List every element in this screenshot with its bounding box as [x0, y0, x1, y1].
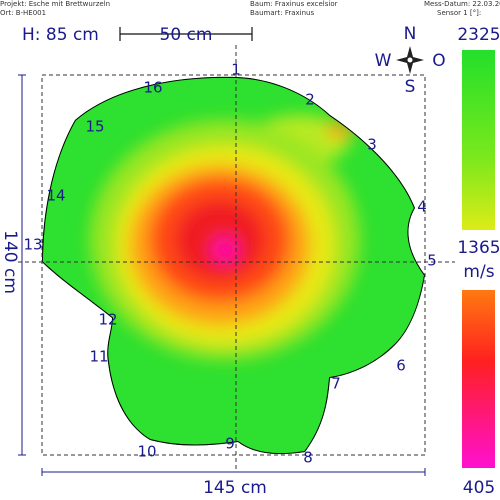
sensor-label: 10	[137, 443, 156, 461]
sensor-label: 6	[396, 357, 406, 375]
sensor-label: 5	[427, 252, 437, 270]
dimension-lines	[18, 74, 426, 476]
sensor-label: 4	[417, 198, 427, 216]
scale-unit: m/s	[463, 262, 494, 282]
scale-min: 405	[463, 478, 495, 498]
sensor-label: 7	[331, 375, 341, 393]
scale-bar-label: 50 cm	[160, 25, 213, 45]
species: Baumart: Fraxinus	[250, 9, 314, 17]
sensor-label: 1	[231, 61, 241, 79]
compass-s: S	[405, 77, 416, 97]
sensor-label: 11	[89, 348, 108, 366]
height-label: H: 85 cm	[22, 25, 99, 45]
compass-n: N	[404, 24, 417, 44]
project: Projekt: Esche mit Brettwurzeln	[0, 0, 110, 8]
scale-bar	[119, 27, 253, 41]
location: Ort: B-HE001	[0, 9, 46, 17]
height-dimension: 140 cm	[0, 230, 20, 294]
color-scale-upper	[462, 50, 495, 230]
sensor-label: 15	[85, 118, 104, 136]
compass	[396, 46, 424, 74]
sensor-label: 12	[98, 311, 117, 329]
width-dimension: 145 cm	[203, 478, 267, 498]
compass-o: O	[432, 51, 445, 71]
tomogram	[42, 76, 425, 455]
sensor-label: 8	[303, 449, 313, 467]
date: Mess-Datum: 22.03.202	[424, 0, 500, 8]
sensor-label: 14	[46, 187, 65, 205]
sensor-label: 9	[225, 435, 235, 453]
sensor-info: Sensor 1 [°]:	[437, 9, 481, 17]
compass-w: W	[375, 51, 392, 71]
tree: Baum: Fraxinus excelsior	[250, 0, 338, 8]
sensor-label: 3	[367, 136, 377, 154]
color-scale-lower	[462, 290, 495, 468]
guides	[18, 45, 455, 472]
sensor-label: 13	[23, 236, 42, 254]
sensor-label: 16	[143, 79, 162, 97]
scale-mid: 1365	[457, 238, 500, 258]
scale-max: 2325	[457, 25, 500, 45]
sensor-label: 2	[305, 91, 315, 109]
